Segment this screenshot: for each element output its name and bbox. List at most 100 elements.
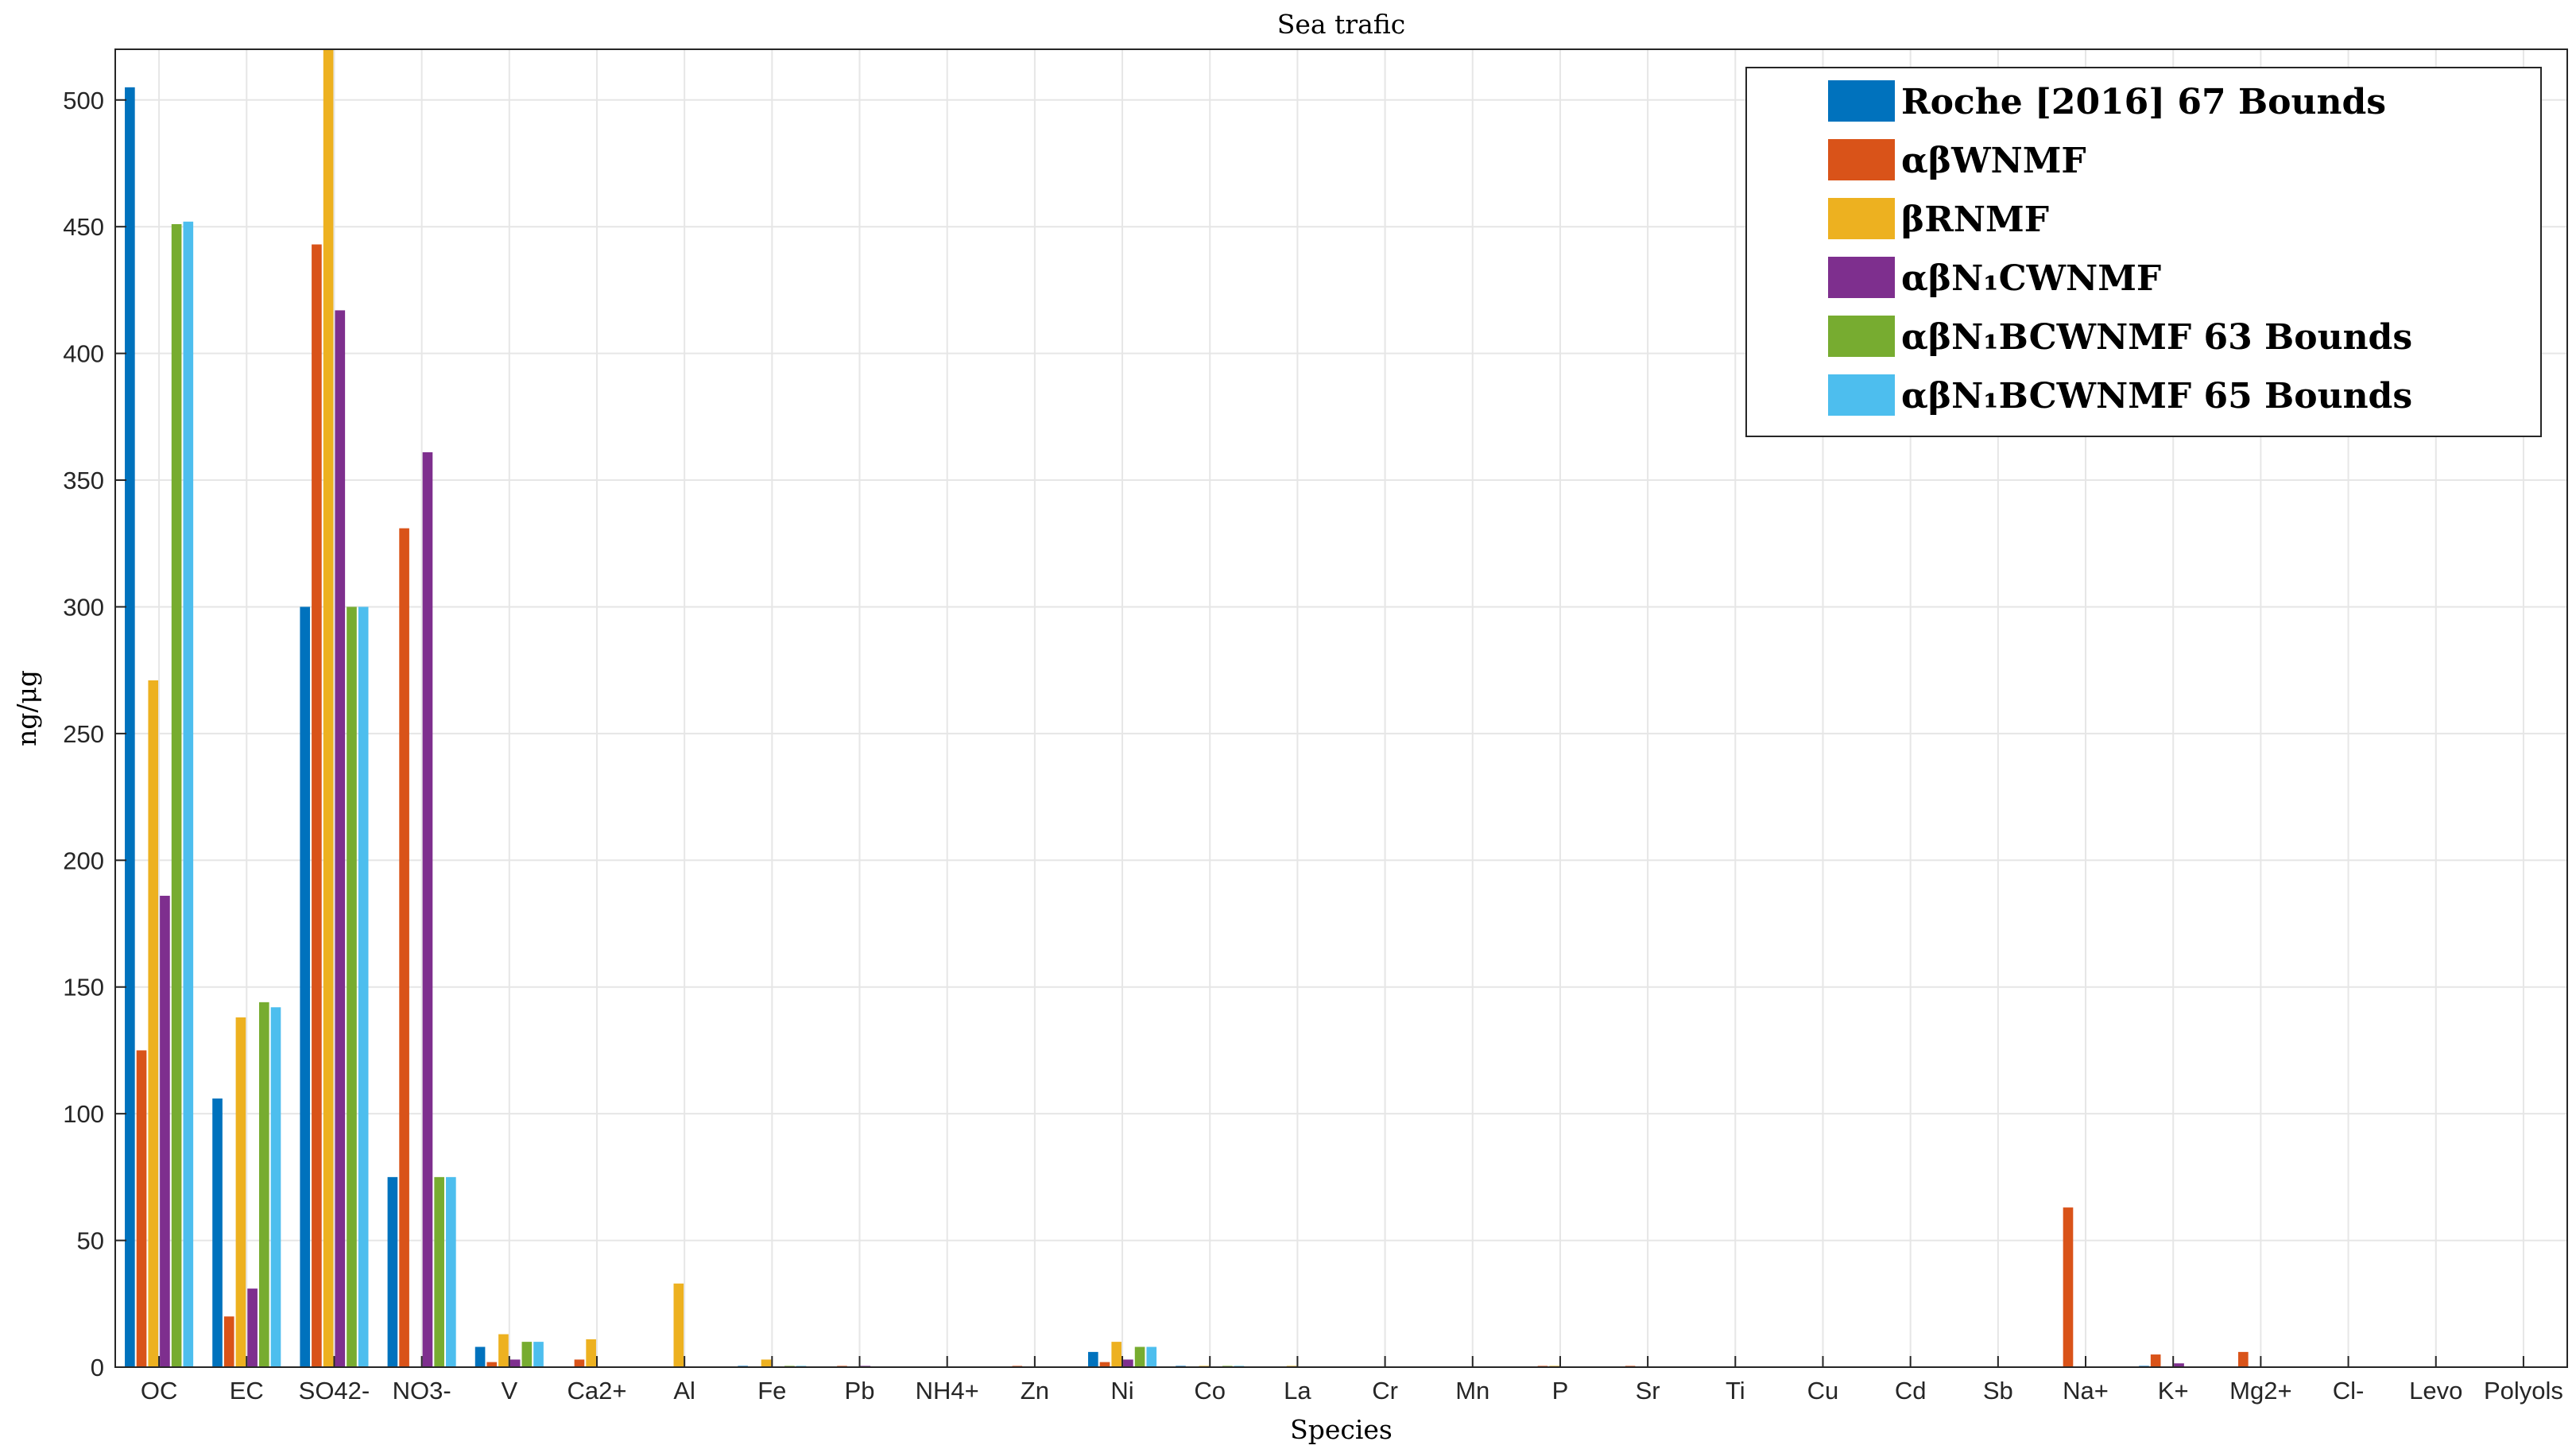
bar: [258, 1002, 269, 1367]
bar: [148, 680, 159, 1367]
x-tick-label: OC: [141, 1377, 178, 1405]
bar: [509, 1359, 521, 1367]
bar: [2174, 1363, 2184, 1367]
x-axis-ticks: OC EC SO42- NO3- V Ca2+ Al Fe Pb NH4+ Zn Ni Co La Cr Mn…: [141, 1356, 2563, 1405]
bar: [136, 1050, 147, 1367]
x-tick-label: Cd: [1895, 1377, 1927, 1405]
bar: [1146, 1346, 1157, 1367]
bar: [300, 606, 311, 1367]
bar: [323, 49, 334, 1367]
x-tick-label: Cu: [1807, 1377, 1839, 1405]
bar: [574, 1359, 585, 1367]
x-tick-label: Cl-: [2333, 1377, 2365, 1405]
y-axis-label: ng/μg: [11, 670, 42, 746]
y-tick-label: 200: [63, 847, 104, 874]
bar: [434, 1176, 444, 1367]
bar: [1134, 1346, 1145, 1367]
axes-box: [114, 48, 2568, 1368]
y-tick-label: 0: [91, 1354, 104, 1381]
legend-swatch: [1828, 139, 1895, 180]
x-tick-label: Ti: [1726, 1377, 1745, 1405]
x-axis-label: Species: [1290, 1414, 1393, 1445]
bar: [475, 1346, 486, 1367]
legend-entry: αβN₁BCWNMF 65 Bounds: [1901, 376, 2412, 417]
y-axis-ticks: 0 50 100 150 200 250 300 350 400 450 500: [63, 87, 126, 1381]
y-tick-label: 400: [63, 340, 104, 368]
bar: [446, 1176, 456, 1367]
y-tick-label: 300: [63, 593, 104, 621]
bars: [125, 49, 2249, 1368]
legend-entry: αβN₁BCWNMF 63 Bounds: [1901, 317, 2412, 358]
x-tick-label: NO3-: [393, 1377, 451, 1405]
bar: [347, 606, 357, 1367]
bar: [270, 1007, 281, 1367]
x-tick-label: Zn: [1021, 1377, 1049, 1405]
legend: Roche [2016] 67 Bounds αβWNMF βRNMF αβN₁CWN…: [1745, 67, 2542, 437]
bar: [2238, 1351, 2249, 1367]
x-tick-label: La: [1284, 1377, 1311, 1405]
bar: [586, 1339, 596, 1367]
x-tick-label: Pb: [845, 1377, 875, 1405]
legend-swatch: [1828, 316, 1895, 357]
bar: [533, 1342, 544, 1367]
y-tick-label: 250: [63, 720, 104, 748]
x-tick-label: V: [501, 1377, 517, 1405]
bar: [358, 606, 369, 1367]
x-tick-label: Fe: [757, 1377, 786, 1405]
y-tick-label: 450: [63, 213, 104, 241]
bar: [673, 1283, 684, 1367]
bar: [312, 244, 322, 1368]
legend-entry: αβWNMF: [1901, 141, 2086, 181]
y-tick-label: 50: [77, 1227, 104, 1255]
bar: [521, 1342, 533, 1367]
chart-title: Sea trafic: [1277, 9, 1406, 40]
x-tick-label: Mg2+: [2229, 1377, 2291, 1405]
bar: [1099, 1362, 1110, 1367]
bar: [212, 1098, 223, 1367]
bar: [335, 310, 346, 1368]
y-tick-label: 350: [63, 467, 104, 494]
x-tick-label: Na+: [2063, 1377, 2109, 1405]
bar: [486, 1362, 498, 1367]
bar: [1111, 1342, 1122, 1367]
legend-entry: βRNMF: [1901, 200, 2049, 240]
x-tick-label: Sb: [1983, 1377, 2013, 1405]
bar: [235, 1017, 246, 1367]
x-tick-label: Polyols: [2484, 1377, 2563, 1405]
bar: [1088, 1351, 1098, 1367]
y-tick-label: 100: [63, 1100, 104, 1128]
legend-entry: Roche [2016] 67 Bounds: [1901, 82, 2386, 122]
x-tick-label: Co: [1194, 1377, 1226, 1405]
bar: [422, 451, 433, 1368]
x-tick-label: NH4+: [916, 1377, 979, 1405]
x-tick-label: Al: [673, 1377, 695, 1405]
x-tick-label: K+: [2158, 1377, 2189, 1405]
x-tick-label: Sr: [1636, 1377, 1660, 1405]
x-tick-label: SO42-: [299, 1377, 370, 1405]
legend-entry: αβN₁CWNMF: [1901, 258, 2161, 299]
bar: [498, 1334, 509, 1367]
bar: [125, 87, 135, 1368]
bar: [160, 895, 170, 1367]
x-tick-label: Cr: [1372, 1377, 1398, 1405]
x-tick-label: Mn: [1455, 1377, 1489, 1405]
y-tick-label: 500: [63, 87, 104, 114]
bar: [387, 1176, 398, 1367]
bar: [223, 1316, 234, 1367]
bar: [2063, 1207, 2074, 1367]
bar: [171, 224, 182, 1367]
legend-swatch: [1828, 80, 1895, 122]
legend-swatch: [1828, 198, 1895, 239]
legend-swatch: [1828, 257, 1895, 298]
bar: [2150, 1354, 2161, 1367]
legend-swatch: [1828, 374, 1895, 416]
bar: [247, 1288, 258, 1367]
x-tick-label: Levo: [2409, 1377, 2462, 1405]
bar: [399, 528, 409, 1368]
bar: [761, 1359, 772, 1367]
bar: [183, 221, 194, 1367]
y-tick-label: 150: [63, 974, 104, 1002]
bar: [1123, 1359, 1133, 1367]
x-tick-label: Ni: [1110, 1377, 1133, 1405]
